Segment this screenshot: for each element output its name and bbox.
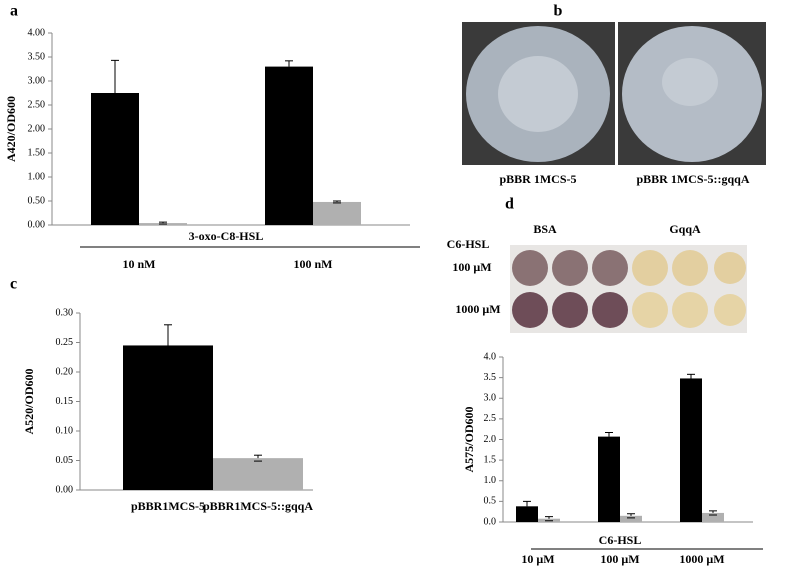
y-tick-label: 1.50: [28, 147, 46, 158]
x-tick-label: 100 nM: [294, 257, 333, 271]
panel-letter: a: [10, 3, 18, 20]
swarm: [662, 58, 718, 106]
y-tick-label: 3.00: [28, 75, 46, 86]
y-tick-label: 1.0: [484, 475, 497, 486]
y-tick-label: 0.50: [28, 195, 46, 206]
y-tick-label: 0.00: [56, 484, 74, 495]
x-tick-label: pBBR1MCS-5: [131, 499, 205, 513]
panel-letter: b: [554, 3, 563, 20]
y-axis-label: A575/OD600: [462, 407, 476, 473]
x-tick-label: 10 nM: [123, 257, 156, 271]
bar: [91, 93, 139, 225]
y-tick-label: 0.15: [56, 396, 74, 407]
bar: [702, 512, 724, 522]
well-row: 1000 μM: [455, 302, 500, 316]
well-row-header: C6-HSL: [447, 237, 490, 251]
x-tick-label: pBBR1MCS-5::gqqA: [203, 499, 313, 513]
plate-caption: pBBR 1MCS-5: [499, 172, 576, 186]
y-tick-label: 4.00: [28, 27, 46, 38]
well-photo: [510, 245, 747, 333]
y-tick-label: 0.0: [484, 516, 497, 527]
y-tick-label: 2.00: [28, 123, 46, 134]
y-axis-label: A420/OD600: [4, 96, 18, 162]
bar: [680, 378, 702, 522]
well-row: 100 μM: [452, 260, 491, 274]
bar: [213, 458, 303, 490]
bar: [598, 436, 620, 522]
y-tick-label: 0.30: [56, 307, 74, 318]
well-column: GqqA: [669, 222, 701, 236]
y-tick-label: 0.00: [28, 219, 46, 230]
y-tick-label: 2.0: [484, 434, 497, 445]
y-tick-label: 1.5: [484, 454, 497, 465]
y-tick-label: 0.20: [56, 366, 74, 377]
panel-letter: d: [505, 196, 514, 213]
y-tick-label: 0.5: [484, 496, 497, 507]
y-tick-label: 2.50: [28, 99, 46, 110]
y-tick-label: 4.0: [484, 351, 497, 362]
y-tick-label: 3.0: [484, 393, 497, 404]
group-label: 3-oxo-C8-HSL: [189, 229, 264, 243]
y-tick-label: 0.25: [56, 337, 74, 348]
group-label: C6-HSL: [599, 533, 642, 547]
x-tick-label: 10 μM: [521, 552, 554, 566]
bar: [313, 201, 361, 225]
x-tick-label: 100 μM: [600, 552, 639, 566]
y-tick-label: 2.5: [484, 413, 497, 424]
y-tick-label: 1.00: [28, 171, 46, 182]
y-tick-label: 0.10: [56, 425, 74, 436]
bar: [123, 345, 213, 490]
y-tick-label: 0.05: [56, 455, 74, 466]
panel-letter: c: [10, 276, 17, 293]
well-column: BSA: [533, 222, 557, 236]
y-tick-label: 3.5: [484, 372, 497, 383]
wells: [512, 250, 746, 328]
bar: [516, 506, 538, 522]
bar: [265, 66, 313, 225]
bar: [620, 515, 642, 522]
y-axis-label: A520/OD600: [22, 369, 36, 435]
swarm: [498, 56, 578, 132]
x-tick-label: 1000 μM: [679, 552, 724, 566]
plate-caption: pBBR 1MCS-5::gqqA: [636, 172, 749, 186]
y-tick-label: 3.50: [28, 51, 46, 62]
